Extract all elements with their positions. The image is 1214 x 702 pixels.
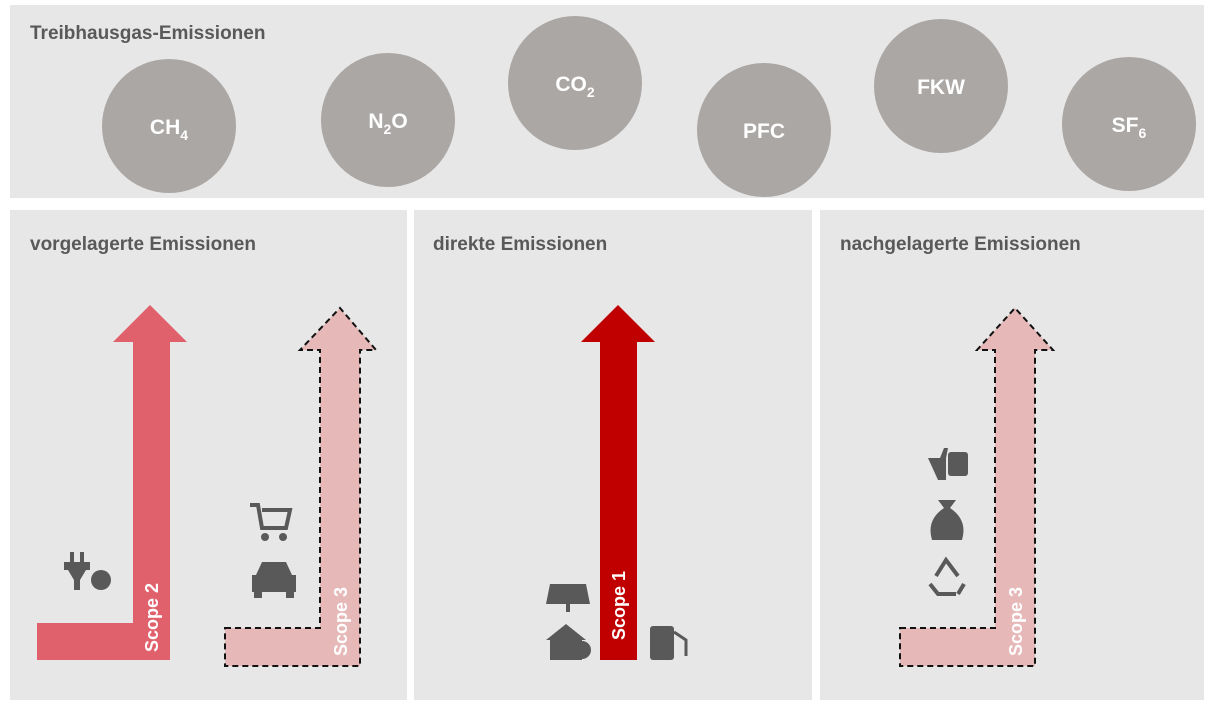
arrow (899, 306, 1056, 667)
gas-label: SF6 (1112, 114, 1147, 141)
panel-title: vorgelagerte Emissionen (30, 234, 256, 255)
gas-label: PFC (743, 120, 785, 143)
gas-base: FKW (917, 76, 965, 99)
gas-title: Treibhausgas-Emissionen (30, 23, 265, 44)
gas-label: N2O (368, 110, 407, 137)
recycle-icon (928, 556, 966, 596)
gas-circle (874, 19, 1008, 153)
arrow (581, 305, 655, 660)
car-icon (252, 562, 296, 598)
scope-label: Scope 3 (331, 587, 351, 656)
gas-circle (102, 59, 236, 193)
money-icon (930, 500, 964, 540)
gas-sub: 2 (384, 121, 392, 137)
gas-circle (321, 53, 455, 187)
house-fire-icon (546, 624, 591, 660)
fuel-icon (650, 626, 688, 660)
gas-sub: 2 (587, 84, 595, 100)
arrow (37, 305, 187, 660)
plug-icon (64, 552, 111, 590)
gas-base: SF (1112, 114, 1139, 137)
gas-circle (508, 16, 642, 150)
gas-circle (1062, 57, 1196, 191)
panel-title: nachgelagerte Emissionen (840, 234, 1081, 255)
gas-sub: 4 (180, 127, 188, 143)
gas-label: CH4 (150, 116, 188, 143)
panel-title: direkte Emissionen (433, 234, 607, 255)
scope-label: Scope 3 (1006, 587, 1026, 656)
transport-icon (928, 448, 968, 480)
gas-base: PFC (743, 120, 785, 143)
gas-rest: O (391, 110, 407, 133)
gas-circle (697, 63, 831, 197)
cart-icon (250, 503, 293, 541)
scope-label: Scope 2 (142, 583, 162, 652)
solar-icon (546, 584, 590, 612)
scope-label: Scope 1 (609, 571, 629, 640)
gas-label: FKW (917, 76, 965, 99)
gas-base: N (368, 110, 383, 133)
gas-label: CO2 (555, 73, 595, 100)
gas-base: CH (150, 116, 180, 139)
gas-base: CO (555, 73, 587, 96)
arrow (224, 306, 379, 667)
gas-sub: 6 (1139, 125, 1147, 141)
